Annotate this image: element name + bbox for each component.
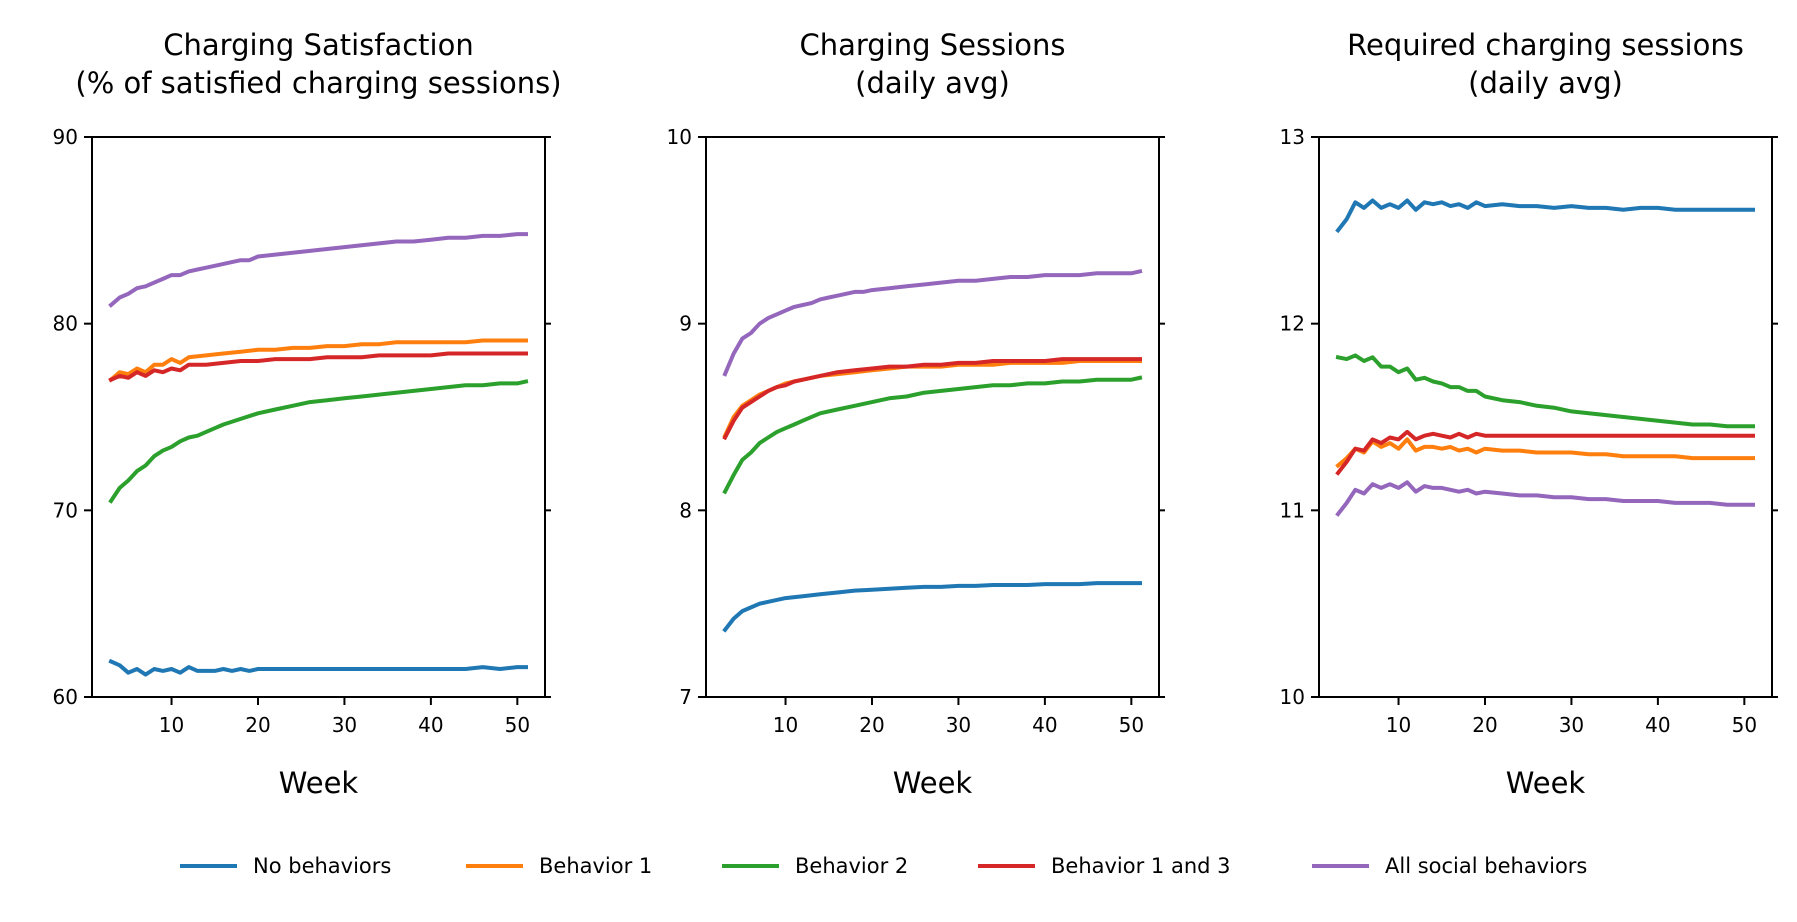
y-tick-label: 7: [679, 685, 692, 709]
x-tick-label: 10: [773, 713, 798, 737]
panel-1: Charging Satisfaction (% of satisfied cha…: [53, 28, 562, 800]
series-line: [1335, 429, 1755, 476]
y-tick-label: 13: [1280, 125, 1305, 149]
legend-item: No behaviors: [180, 854, 391, 878]
x-tick-label: 50: [1732, 713, 1757, 737]
series-line: [108, 379, 529, 504]
x-tick-label: 40: [418, 713, 443, 737]
y-tick-label: 9: [679, 312, 692, 336]
chart-title-line: Required charging sessions: [1347, 28, 1744, 62]
series-line: [108, 658, 528, 677]
series-line: [1335, 353, 1755, 429]
chart-title-line: Charging Satisfaction: [163, 28, 473, 62]
y-tick-label: 90: [53, 125, 78, 149]
legend-label: All social behaviors: [1385, 854, 1587, 878]
x-tick-label: 10: [159, 713, 184, 737]
series-line: [722, 581, 1142, 633]
series-line: [722, 375, 1143, 495]
series-line: [722, 357, 1142, 441]
series-line: [108, 232, 528, 308]
y-tick-label: 70: [53, 498, 78, 522]
axes-frame: [1318, 136, 1773, 698]
x-axis-label: Week: [1506, 766, 1586, 800]
y-tick-label: 80: [53, 312, 78, 336]
x-tick-label: 40: [1032, 713, 1057, 737]
legend-item: Behavior 1 and 3: [978, 854, 1231, 878]
chart-title-line: (% of satisfied charging sessions): [75, 66, 561, 100]
series-line: [108, 351, 528, 383]
x-axis-label: Week: [893, 766, 973, 800]
y-tick-label: 10: [1280, 685, 1305, 709]
legend-label: Behavior 1: [539, 854, 652, 878]
x-tick-label: 20: [859, 713, 884, 737]
series-line: [722, 359, 1142, 439]
x-axis-label: Week: [279, 766, 359, 800]
series-line: [722, 269, 1143, 377]
chart-title-line: (daily avg): [855, 66, 1010, 100]
series-line: [1335, 480, 1755, 517]
y-tick-label: 8: [679, 498, 692, 522]
x-tick-label: 20: [1472, 713, 1497, 737]
x-tick-label: 10: [1386, 713, 1411, 737]
legend-label: Behavior 1 and 3: [1051, 854, 1231, 878]
series-line: [1335, 437, 1755, 469]
x-tick-label: 50: [1119, 713, 1144, 737]
axes-frame: [91, 136, 546, 698]
series-line: [1335, 198, 1755, 234]
legend-label: Behavior 2: [795, 854, 908, 878]
y-tick-label: 11: [1280, 498, 1305, 522]
y-tick-label: 60: [53, 685, 78, 709]
panel-2: Charging Sessions (daily avg) 7 8 9 10 10 20 30 4…: [667, 28, 1165, 800]
x-tick-label: 30: [332, 713, 357, 737]
panel-3: Required charging sessions (daily avg) 10 1…: [1280, 28, 1778, 800]
y-tick-label: 10: [667, 125, 692, 149]
legend-label: No behaviors: [253, 854, 391, 878]
legend-item: Behavior 1: [466, 854, 652, 878]
chart-title-line: Charging Sessions: [799, 28, 1065, 62]
x-tick-label: 20: [245, 713, 270, 737]
x-tick-label: 50: [505, 713, 530, 737]
chart-title-line: (daily avg): [1468, 66, 1623, 100]
axes-frame: [705, 136, 1160, 698]
legend: No behaviors Behavior 1 Behavior 2 Behavior…: [180, 854, 1587, 878]
legend-item: All social behaviors: [1312, 854, 1587, 878]
x-tick-label: 30: [946, 713, 971, 737]
x-tick-label: 30: [1559, 713, 1584, 737]
y-tick-label: 12: [1280, 312, 1305, 336]
x-tick-label: 40: [1645, 713, 1670, 737]
series-line: [108, 338, 528, 383]
legend-item: Behavior 2: [722, 854, 908, 878]
